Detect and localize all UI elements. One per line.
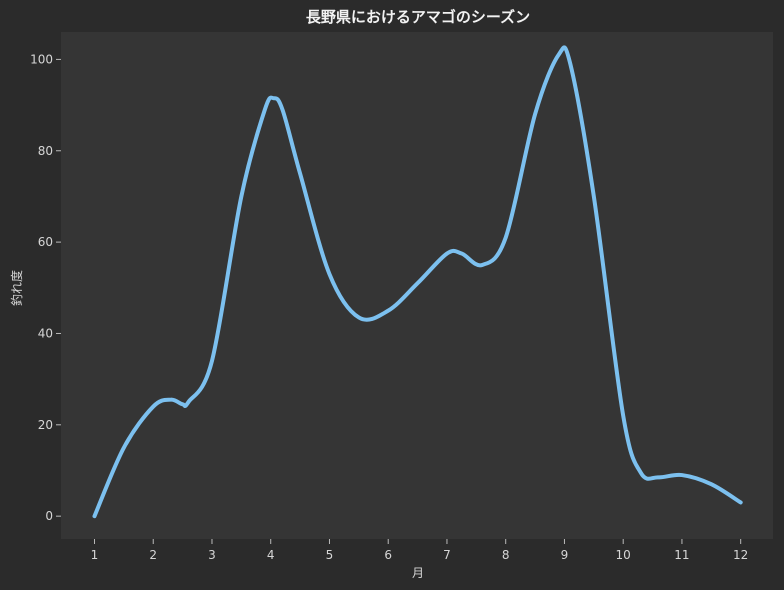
y-axis: 0 20 40 60 80 100 <box>30 52 61 523</box>
x-tick-label: 5 <box>326 548 334 562</box>
y-tick-label: 100 <box>30 52 53 66</box>
x-tick-label: 8 <box>502 548 510 562</box>
y-axis-label: 釣れ度 <box>9 270 24 306</box>
x-tick-label: 7 <box>443 548 451 562</box>
y-tick-label: 60 <box>38 235 53 249</box>
y-tick-label: 80 <box>38 144 53 158</box>
x-tick-label: 11 <box>674 548 689 562</box>
x-tick-label: 9 <box>561 548 569 562</box>
x-tick-label: 12 <box>733 548 748 562</box>
x-tick-label: 4 <box>267 548 275 562</box>
x-tick-label: 3 <box>208 548 216 562</box>
chart-title: 長野県におけるアマゴのシーズン <box>306 8 530 26</box>
y-tick-label: 0 <box>45 509 53 523</box>
x-axis: 1 2 3 4 5 6 7 8 9 10 11 12 <box>91 539 748 562</box>
x-tick-label: 2 <box>149 548 157 562</box>
x-tick-label: 6 <box>384 548 392 562</box>
series-line <box>92 45 743 519</box>
x-axis-label: 月 <box>412 566 424 580</box>
x-tick-label: 10 <box>616 548 631 562</box>
x-tick-label: 1 <box>91 548 99 562</box>
y-tick-label: 40 <box>38 326 53 340</box>
y-tick-label: 20 <box>38 418 53 432</box>
